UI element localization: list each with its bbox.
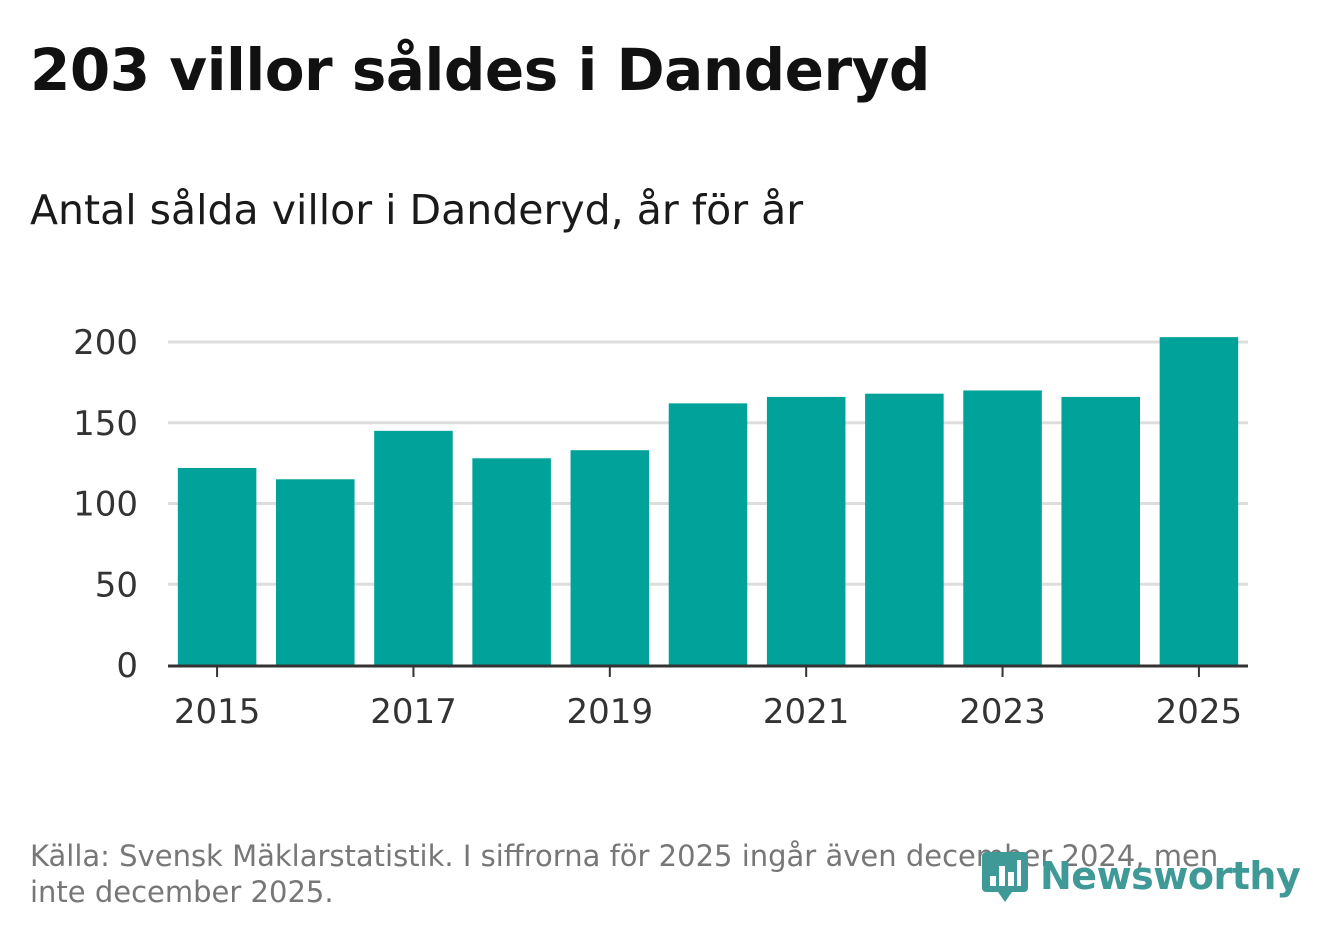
bar-chart: 0 50 100 150 200 2015 2017 2019 2021 2023 2025 — [73, 323, 1248, 732]
bar-2019 — [570, 450, 650, 665]
bar-2015 — [177, 467, 257, 665]
bar-2021 — [766, 396, 846, 665]
bar-chart-speech-bubble-icon — [982, 852, 1028, 902]
chart-subtitle: Antal sålda villor i Danderyd, år för år — [30, 186, 804, 234]
bar-2023 — [963, 390, 1042, 665]
x-tick-label: 2015 — [174, 692, 261, 732]
bar-2017 — [374, 430, 453, 665]
y-tick-label: 50 — [95, 565, 138, 605]
chart-title: 203 villor såldes i Danderyd — [30, 36, 930, 104]
bar-2020 — [668, 403, 748, 665]
bar-2022 — [865, 393, 944, 665]
bar-2016 — [276, 479, 355, 665]
x-tick-label: 2021 — [763, 692, 850, 732]
x-tick-label: 2019 — [567, 692, 654, 732]
bar-2024 — [1061, 396, 1140, 665]
bar-2025 — [1159, 337, 1239, 665]
y-tick-label: 200 — [73, 323, 138, 363]
logo-text: Newsworthy — [1040, 854, 1301, 898]
y-tick-label: 100 — [73, 485, 138, 525]
y-tick-label: 150 — [73, 404, 138, 444]
newsworthy-logo: Newsworthy — [980, 848, 1301, 904]
x-tick-label: 2023 — [959, 692, 1046, 732]
x-tick-label: 2025 — [1156, 692, 1243, 732]
y-tick-label: 0 — [116, 646, 138, 686]
bar-2018 — [472, 458, 551, 665]
x-tick-label: 2017 — [370, 692, 457, 732]
